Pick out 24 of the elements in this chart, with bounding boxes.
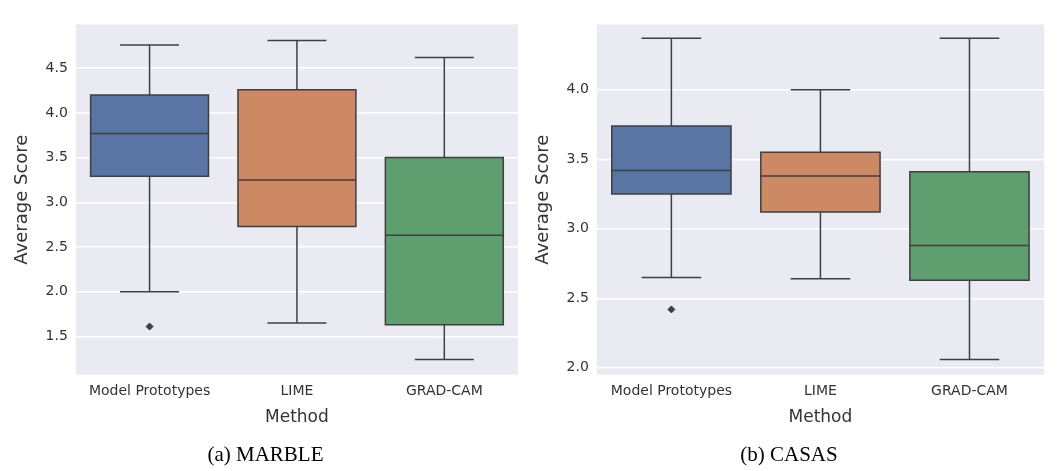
- x-tick-label: GRAD-CAM: [931, 381, 1008, 398]
- x-axis-title: Method: [788, 406, 853, 427]
- x-tick-label: Model Prototypes: [88, 381, 211, 398]
- x-tick-label: Model Prototypes: [610, 381, 733, 398]
- y-tick-label: 1.5: [45, 327, 68, 343]
- y-axis-title: Average Score: [531, 134, 553, 265]
- text: (a) MARBLE: [206, 442, 325, 467]
- x-tick-label: GRAD-CAM: [405, 381, 483, 398]
- y-tick-label: 4.5: [45, 58, 68, 75]
- y-tick-label: 2.5: [566, 288, 589, 305]
- x-tick-label: LIME: [804, 381, 837, 398]
- x-axis-title: Method: [265, 406, 329, 427]
- y-tick-label: 2.5: [45, 237, 68, 254]
- y-tick-label: 3.0: [45, 192, 68, 209]
- y-tick-label: 4.0: [45, 103, 68, 120]
- y-tick-label: 3.5: [45, 148, 68, 165]
- y-tick-label: 3.5: [566, 149, 589, 166]
- text: (b) CASAS: [739, 442, 839, 467]
- y-tick-label: 4.0: [566, 80, 589, 97]
- y-tick-label: 2.0: [566, 358, 589, 375]
- y-axis-title: Average Score: [10, 134, 32, 265]
- x-tick-label: LIME: [280, 381, 314, 398]
- y-tick-label: 2.0: [45, 282, 68, 299]
- y-tick-label: 3.0: [566, 219, 589, 236]
